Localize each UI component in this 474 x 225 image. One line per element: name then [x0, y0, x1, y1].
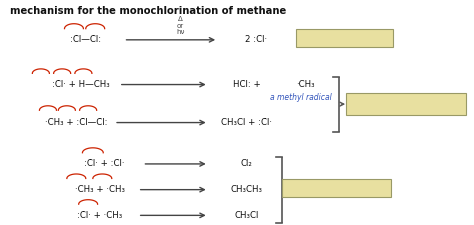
Text: propagation steps: propagation steps — [369, 100, 442, 109]
Text: ·CH₃: ·CH₃ — [296, 80, 315, 89]
Text: Cl₂: Cl₂ — [240, 160, 252, 169]
Text: :Ċl· + ·CH₃: :Ċl· + ·CH₃ — [77, 211, 123, 220]
Text: CH₃CH₃: CH₃CH₃ — [230, 185, 263, 194]
Text: HĊl: +: HĊl: + — [233, 80, 260, 89]
Text: a methyl radical: a methyl radical — [270, 93, 332, 102]
FancyBboxPatch shape — [346, 93, 466, 115]
Text: Δ
or
hν: Δ or hν — [176, 16, 184, 35]
Text: :Ċl—Ċl:: :Ċl—Ċl: — [70, 35, 101, 44]
Text: mechanism for the monochlorination of methane: mechanism for the monochlorination of me… — [10, 6, 286, 16]
Text: CH₃Cl + :Ċl·: CH₃Cl + :Ċl· — [221, 118, 272, 127]
Text: CH₃Cl: CH₃Cl — [234, 211, 259, 220]
Text: termination steps: termination steps — [301, 183, 372, 192]
Text: :Ċl· + :Ċl·: :Ċl· + :Ċl· — [84, 160, 125, 169]
FancyBboxPatch shape — [296, 29, 393, 47]
Text: :Ċl· + H—CH₃: :Ċl· + H—CH₃ — [52, 80, 110, 89]
Text: 2 :Ċl·: 2 :Ċl· — [245, 35, 267, 44]
Text: ·CH₃ + :Ċl—Ċl:: ·CH₃ + :Ċl—Ċl: — [45, 118, 108, 127]
Text: ·CH₃ + ·CH₃: ·CH₃ + ·CH₃ — [75, 185, 125, 194]
FancyBboxPatch shape — [282, 179, 391, 197]
Text: initiation step: initiation step — [317, 33, 372, 42]
